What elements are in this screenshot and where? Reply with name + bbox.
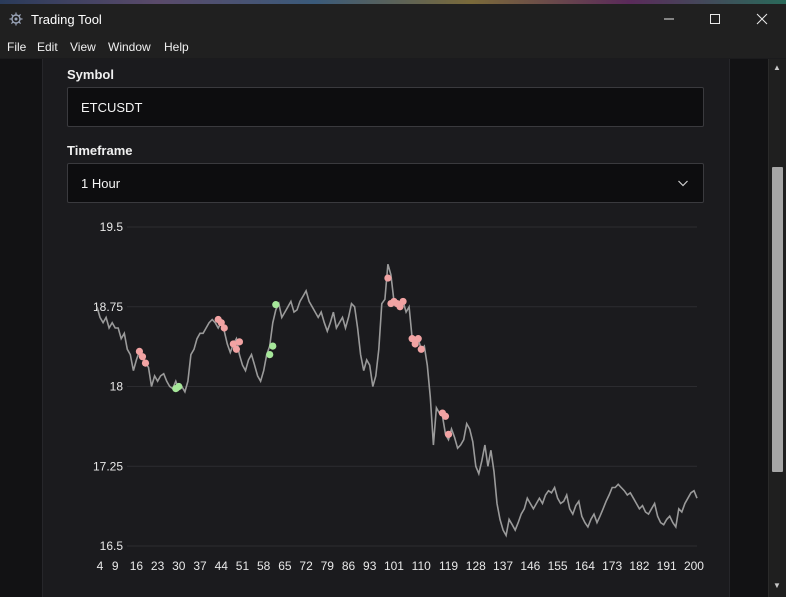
sell-marker — [411, 340, 419, 348]
sell-marker — [417, 345, 425, 353]
sell-marker — [220, 324, 228, 332]
menu-edit[interactable]: Edit — [37, 40, 58, 54]
sell-marker — [408, 335, 416, 343]
x-tick-label: 155 — [548, 559, 568, 573]
symbol-input[interactable]: ETCUSDT — [67, 87, 704, 127]
sell-marker — [141, 359, 150, 367]
scroll-up-arrow-icon[interactable]: ▲ — [773, 63, 781, 72]
x-tick-label: 72 — [299, 559, 313, 573]
vertical-scrollbar[interactable]: ▲ ▼ — [768, 59, 786, 597]
price-chart: 19.5 18.75 18 17.25 16.5 4 9 16 23 30 37 44 51 58 65 7… — [93, 220, 704, 573]
x-tick-label: 110 — [412, 559, 431, 573]
x-tick-label: 137 — [493, 559, 513, 573]
menu-view[interactable]: View — [70, 40, 96, 54]
close-button[interactable] — [739, 4, 785, 34]
sell-marker — [444, 430, 453, 438]
x-tick-label: 164 — [575, 559, 595, 573]
maximize-icon — [710, 14, 720, 24]
menu-file[interactable]: File — [7, 40, 27, 54]
close-icon — [756, 13, 768, 25]
symbol-value: ETCUSDT — [81, 100, 143, 115]
scroll-down-arrow-icon[interactable]: ▼ — [773, 581, 781, 590]
y-tick-label: 17.25 — [93, 459, 123, 473]
scrollbar-thumb[interactable] — [772, 167, 783, 472]
timeframe-select[interactable]: 1 Hour — [67, 163, 704, 203]
x-tick-label: 23 — [151, 559, 165, 573]
buy-marker — [272, 301, 280, 309]
maximize-button[interactable] — [692, 4, 738, 34]
x-tick-label: 101 — [384, 559, 404, 573]
app-gear-icon — [9, 12, 23, 26]
x-tick-label: 65 — [278, 559, 292, 573]
sell-marker — [399, 297, 407, 306]
x-tick-label: 4 — [97, 559, 104, 573]
sell-marker — [396, 303, 404, 311]
sell-marker — [384, 274, 392, 282]
sell-marker — [135, 347, 144, 356]
x-tick-label: 128 — [466, 559, 486, 573]
x-tick-label: 9 — [112, 559, 119, 573]
x-tick-label: 37 — [193, 559, 207, 573]
chevron-down-icon — [678, 180, 688, 187]
symbol-label: Symbol — [67, 67, 114, 82]
x-tick-label: 44 — [215, 559, 229, 573]
y-tick-label: 18 — [110, 380, 124, 394]
x-tick-label: 79 — [321, 559, 335, 573]
y-tick-label: 16.5 — [100, 539, 124, 553]
x-tick-label: 86 — [342, 559, 356, 573]
x-tick-label: 182 — [629, 559, 649, 573]
sell-marker — [232, 345, 240, 353]
y-tick-label: 18.75 — [93, 300, 123, 314]
timeframe-label: Timeframe — [67, 143, 133, 158]
sell-marker — [229, 340, 237, 348]
menu-window[interactable]: Window — [108, 40, 151, 54]
sell-marker — [441, 412, 450, 420]
buy-marker — [175, 382, 183, 391]
timeframe-value: 1 Hour — [81, 176, 121, 191]
x-tick-label: 93 — [363, 559, 377, 573]
sell-marker — [414, 335, 422, 343]
desktop-wallpaper-strip — [0, 0, 786, 4]
minimize-icon — [664, 18, 674, 20]
minimize-button[interactable] — [646, 4, 692, 34]
main-area: Symbol ETCUSDT Timeframe 1 Hour 19.5 18.7… — [0, 59, 768, 597]
x-tick-label: 200 — [684, 559, 704, 573]
x-tick-label: 58 — [257, 559, 271, 573]
x-tick-label: 30 — [172, 559, 186, 573]
buy-marker — [266, 351, 274, 359]
x-tick-label: 16 — [130, 559, 144, 573]
menu-help[interactable]: Help — [164, 40, 189, 54]
title-bar: Trading Tool — [0, 4, 786, 36]
sell-marker — [235, 338, 244, 346]
x-tick-label: 173 — [602, 559, 622, 573]
x-tick-label: 191 — [657, 559, 677, 573]
sell-marker — [138, 353, 147, 361]
x-tick-label: 51 — [236, 559, 250, 573]
window-title: Trading Tool — [31, 12, 102, 27]
y-tick-label: 19.5 — [100, 220, 124, 234]
x-tick-label: 119 — [439, 559, 458, 573]
x-tick-label: 146 — [520, 559, 540, 573]
menu-bar: File Edit View Window Help — [0, 36, 786, 58]
buy-marker — [269, 342, 277, 350]
content-panel: Symbol ETCUSDT Timeframe 1 Hour 19.5 18.7… — [42, 59, 730, 597]
sell-marker — [217, 319, 225, 327]
